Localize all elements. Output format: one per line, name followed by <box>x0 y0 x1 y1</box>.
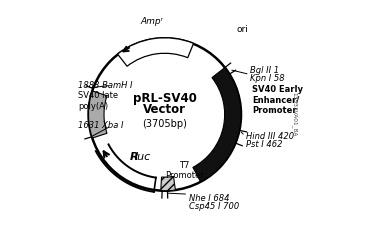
Wedge shape <box>193 68 241 182</box>
Text: 13533VA01_8A: 13533VA01_8A <box>291 92 297 137</box>
Text: Ampʳ: Ampʳ <box>141 17 164 26</box>
Text: Pst I 462: Pst I 462 <box>246 140 282 149</box>
Text: Nhe I 684: Nhe I 684 <box>189 194 229 203</box>
Text: 1631 Xba I: 1631 Xba I <box>78 121 124 130</box>
Text: R: R <box>130 152 138 162</box>
Text: Vector: Vector <box>143 104 186 117</box>
Text: luc: luc <box>135 152 151 162</box>
Text: Csp45 I 700: Csp45 I 700 <box>189 202 239 211</box>
Wedge shape <box>89 91 107 138</box>
Text: 1883 BamH I: 1883 BamH I <box>78 81 133 90</box>
Text: ori: ori <box>236 25 249 34</box>
Wedge shape <box>117 38 194 66</box>
Wedge shape <box>161 177 175 191</box>
Text: T7
Promoter: T7 Promoter <box>165 161 203 180</box>
Text: Hind III 420: Hind III 420 <box>246 132 294 141</box>
Text: Kpn I 58: Kpn I 58 <box>250 74 285 83</box>
Text: (3705bp): (3705bp) <box>142 119 187 129</box>
Text: Bgl II 1: Bgl II 1 <box>250 66 279 75</box>
Text: SV40 Early
Enhancer/
Promoter: SV40 Early Enhancer/ Promoter <box>253 85 303 114</box>
Text: pRL-SV40: pRL-SV40 <box>133 92 197 105</box>
Text: SV40 late
poly(A): SV40 late poly(A) <box>78 91 119 111</box>
